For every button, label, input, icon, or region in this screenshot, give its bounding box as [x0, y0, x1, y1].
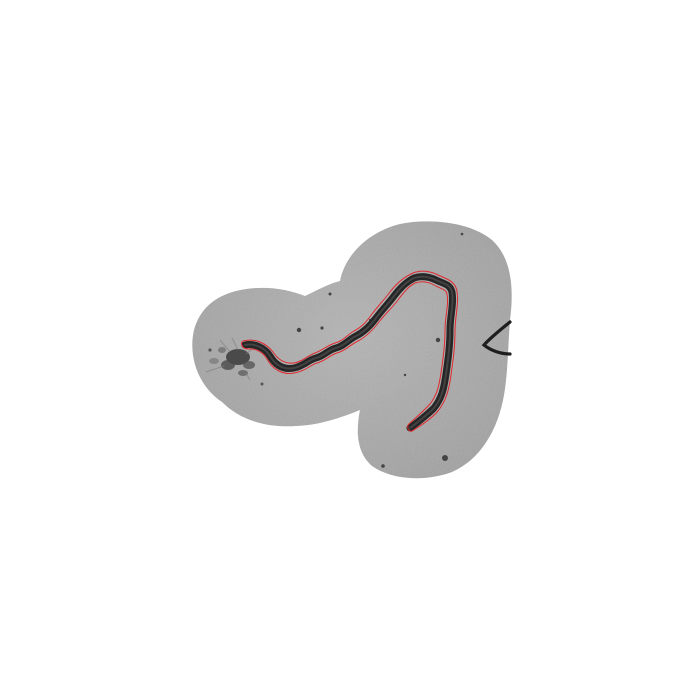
segmentation-outline [241, 270, 459, 432]
edge-filament [481, 320, 512, 356]
filament [241, 273, 457, 432]
speckles [296, 232, 464, 468]
